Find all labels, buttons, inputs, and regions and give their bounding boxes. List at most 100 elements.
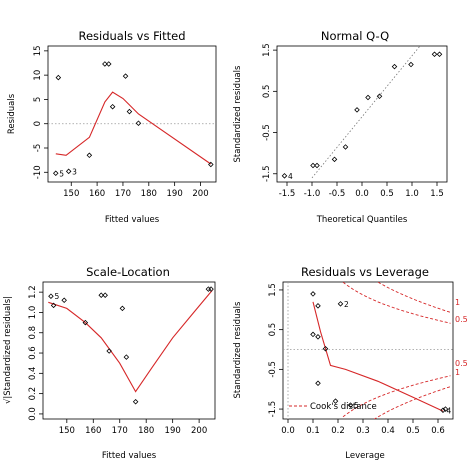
x-tick-label: 150 [59, 426, 75, 436]
x-tick-label: 0.5 [406, 426, 420, 436]
data-point [86, 152, 93, 159]
x-tick-label: 0.2 [331, 426, 345, 436]
data-point [102, 61, 108, 67]
cooks-contour-label: 1 [455, 368, 460, 377]
x-tick-label: 200 [192, 189, 208, 199]
data-point [440, 407, 446, 414]
x-tick-label: 170 [112, 426, 128, 436]
data-point [310, 162, 316, 169]
data-point [106, 348, 112, 354]
point-label: 4 [288, 172, 293, 181]
y-axis-label: Residuals [7, 93, 17, 134]
y-tick-label: 1.2 [28, 285, 38, 299]
point-label: 2 [344, 300, 349, 309]
y-tick-label: -5 [33, 144, 43, 152]
data-point [102, 292, 108, 298]
y-tick-label: -0.5 [268, 361, 278, 378]
cooks-distance-contour [376, 282, 451, 313]
data-point [119, 305, 126, 312]
y-tick-label: 0.0 [28, 407, 38, 421]
y-tick-label: 0.5 [268, 323, 278, 337]
data-point [391, 63, 398, 70]
panel-title: Residuals vs Fitted [78, 29, 185, 43]
data-point [315, 334, 321, 340]
point-label: 5 [54, 292, 59, 301]
x-tick-label: 170 [115, 189, 131, 199]
x-axis-label: Fitted values [102, 451, 157, 461]
y-tick-label: 0 [33, 121, 43, 126]
data-point [315, 303, 321, 309]
point-label: 5 [354, 401, 359, 410]
data-point [310, 331, 316, 338]
cooks-distance-contour [342, 282, 451, 324]
data-point [65, 168, 72, 175]
data-point [135, 120, 142, 126]
data-point [337, 301, 344, 307]
data-point [109, 103, 116, 110]
data-point [322, 345, 329, 352]
data-point [126, 108, 133, 115]
x-tick-label: 200 [191, 426, 207, 436]
data-point [315, 380, 321, 387]
y-tick-label: 1.0 [28, 306, 38, 320]
data-point [365, 94, 371, 101]
data-point [347, 402, 354, 408]
data-point [105, 61, 112, 67]
y-tick-label: 1.5 [268, 283, 278, 297]
data-point [208, 161, 214, 168]
data-point [50, 302, 57, 309]
point-label: 3 [72, 167, 77, 176]
x-tick-label: 180 [138, 426, 154, 436]
data-point [122, 73, 129, 79]
point-label: 5 [59, 169, 64, 178]
plot-area [311, 46, 421, 179]
data-point [123, 354, 130, 360]
plot-frame [47, 45, 217, 183]
normal-qq-panel: Normal Q-Q Theoretical Quantiles Standar… [233, 29, 448, 225]
plot-area [48, 91, 216, 165]
plot-frame [42, 281, 216, 420]
x-tick-label: 150 [63, 189, 79, 199]
y-tick-label: 1.5 [262, 43, 272, 57]
x-tick-label: 160 [89, 189, 105, 199]
y-tick-label: -10 [33, 165, 43, 179]
x-tick-label: 0.0 [355, 189, 369, 199]
x-tick-label: 1.0 [405, 189, 419, 199]
data-point [342, 144, 349, 150]
data-point [431, 51, 438, 58]
y-tick-label: -0.5 [262, 124, 272, 141]
residuals-vs-leverage-panel: Residuals vs Leverage Leverage Standardi… [233, 265, 468, 461]
data-point [354, 107, 360, 113]
x-tick-label: 0.3 [356, 426, 370, 436]
x-tick-label: 0.4 [381, 426, 395, 436]
y-axis-label: √|Standardized residuals| [3, 296, 13, 404]
x-tick-label: 180 [141, 189, 157, 199]
data-point [314, 162, 320, 169]
plot-area [48, 289, 213, 393]
y-tick-label: 5 [33, 97, 43, 102]
x-tick-label: -0.5 [329, 189, 346, 199]
data-point [208, 286, 214, 292]
panel-title: Scale-Location [86, 265, 170, 279]
smooth-line [55, 91, 212, 165]
y-tick-label: 0.6 [28, 346, 38, 360]
point-label: 4 [447, 406, 452, 415]
y-tick-label: 0.8 [28, 326, 38, 340]
data-point [376, 93, 383, 100]
cooks-contour-label: 0.5 [455, 359, 468, 368]
data-point [436, 51, 443, 58]
qq-reference-line [311, 46, 421, 179]
x-tick-label: 0.1 [306, 426, 320, 436]
data-point [52, 170, 59, 177]
data-point [332, 398, 339, 404]
y-tick-label: 0.4 [28, 367, 38, 381]
x-tick-label: 190 [167, 189, 183, 199]
scale-location-panel: Scale-Location Fitted values √|Standardi… [3, 265, 216, 461]
data-point [61, 297, 67, 304]
data-point [82, 319, 89, 326]
y-axis-label: Standardized residuals [233, 65, 243, 162]
cooks-distance-legend-label: Cook's distance [310, 402, 377, 412]
data-point [408, 61, 414, 68]
data-point [55, 74, 62, 81]
